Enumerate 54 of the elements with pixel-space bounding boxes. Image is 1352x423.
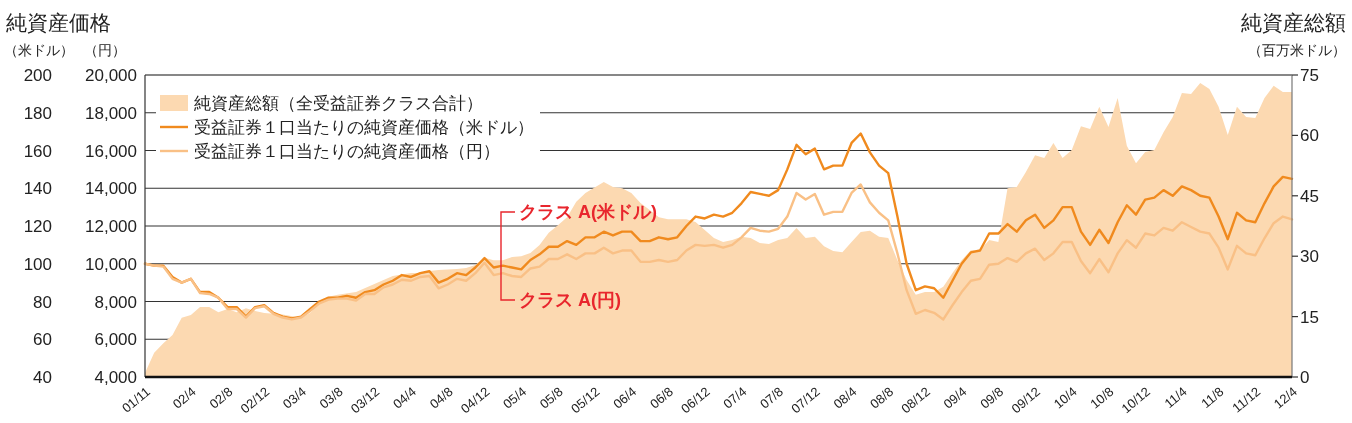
x-tick-label: 04/4 [390,383,420,412]
annotation: クラス A(米ドル) [519,202,657,222]
y2-tick-label: 0 [1300,368,1310,387]
y2-tick-label: 45 [1300,186,1319,206]
x-tick-label: 07/8 [757,383,787,412]
y-axis-title: （米ドル） [4,42,74,58]
x-tick-label: 03/8 [316,383,346,412]
y3-tick-label: 16,000 [85,141,137,161]
y2-tick-label: 75 [1300,66,1319,85]
x-tick-label: 04/8 [426,383,456,412]
y3-tick-label: 8,000 [94,292,137,312]
x-tick-label: 03/4 [279,383,309,412]
y3-tick-label: 6,000 [94,330,137,350]
legend-label: 受益証券１口当たりの純資産価格（円） [194,142,500,161]
y-tick-label: 120 [23,217,52,236]
x-tick-label: 08/4 [830,383,860,412]
x-tick-label: 12/4 [1270,383,1300,412]
y-tick-label: 100 [23,254,52,274]
x-tick-label: 09/4 [940,383,970,412]
y-tick-label: 40 [33,368,52,387]
legend-label: 受益証券１口当たりの純資産価格（米ドル） [194,118,534,137]
x-tick-label: 11/4 [1161,383,1190,411]
y2-tick-label: 60 [1300,126,1319,146]
y3-tick-label: 10,000 [85,254,137,274]
y3-tick-label: 12,000 [85,217,137,236]
y3-tick-label: 20,000 [85,66,137,85]
x-tick-label: 02/4 [169,383,199,412]
y-tick-label: 200 [23,66,52,85]
y3-axis-title: （円） [84,42,126,58]
x-tick-label: 08/8 [867,383,897,412]
x-tick-label: 06/8 [646,383,676,412]
x-tick-label: 07/4 [720,383,750,412]
y3-tick-label: 14,000 [85,179,137,199]
x-tick-label: 10/8 [1087,383,1117,412]
y3-tick-label: 4,000 [94,368,137,387]
y2-tick-label: 30 [1300,247,1319,267]
y-tick-label: 160 [23,141,52,161]
x-tick-label: 10/4 [1050,383,1080,412]
y-tick-label: 180 [23,103,52,123]
x-tick-label: 05/8 [536,383,566,412]
y-tick-label: 140 [23,179,52,199]
x-tick-label: 05/4 [500,383,530,412]
x-tick-label: 09/8 [977,383,1007,412]
legend-label: 純資産総額（全受益証券クラス合計） [194,94,483,113]
y-tick-label: 60 [33,330,52,350]
x-tick-label: 06/4 [610,383,640,412]
y2-tick-label: 15 [1300,307,1319,327]
x-tick-label: 11/8 [1198,383,1227,411]
y2-axis-title: 純資産総額（百万米ドル） [1241,11,1346,58]
y3-tick-label: 18,000 [85,103,137,123]
y-tick-label: 80 [33,292,52,312]
x-tick-label: 02/8 [206,383,236,412]
chart-title: 純資産価格 [6,11,111,34]
annotation: クラス A(円) [519,290,621,310]
